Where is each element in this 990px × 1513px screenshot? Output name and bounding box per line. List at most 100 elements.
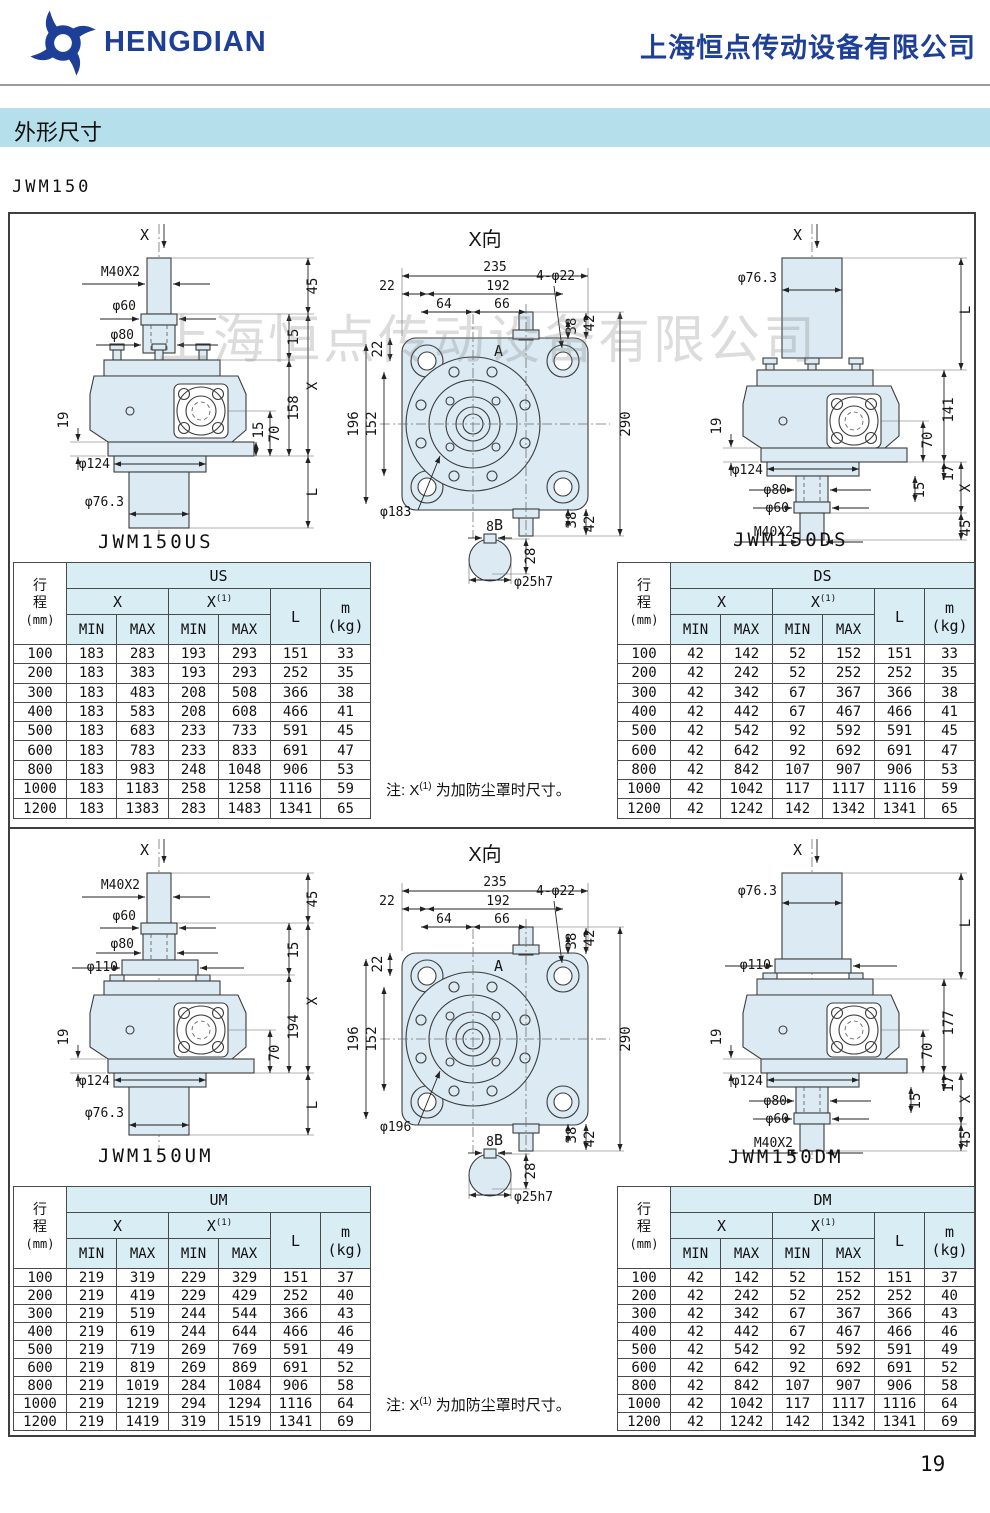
dim-label: 290 — [618, 411, 634, 436]
logo-center-hole — [54, 34, 72, 52]
ds-side-view-drawing: X φ76.3 19 — [709, 224, 974, 545]
table-cell: 269 — [168, 1358, 219, 1377]
table-cell: 219 — [66, 1394, 117, 1413]
table-cell: 342 — [720, 1304, 773, 1323]
table-cell: 319 — [168, 1412, 219, 1431]
table-cell: 542 — [720, 1340, 773, 1359]
dim-label: 22 — [379, 894, 395, 909]
table-cell: 42 — [670, 1412, 721, 1431]
table-cell: 1117 — [822, 1394, 875, 1413]
table-cell: 183 — [66, 779, 117, 800]
table-cell: 252 — [270, 1286, 321, 1305]
table-cell: 367 — [822, 1304, 875, 1323]
dim-label: φ25h7 — [514, 1190, 553, 1205]
dim-label: 45 — [958, 1131, 974, 1148]
dim-label: L — [958, 306, 974, 314]
jack-body — [742, 257, 908, 541]
col-x1: X(1) — [772, 1212, 875, 1239]
table-row: 800 42 842 107 907 906 58 — [617, 1376, 976, 1395]
table-cell: 419 — [116, 1286, 169, 1305]
table-cell: 233 — [168, 740, 219, 761]
right-dimensions: 45 15 X 194 70 L — [171, 872, 321, 1136]
dim-label: 28 — [523, 548, 539, 565]
table-cell: 683 — [116, 721, 169, 742]
table-cell: 692 — [822, 1358, 875, 1377]
table-cell: 1341 — [270, 1412, 321, 1431]
table-cell: 46 — [319, 1322, 372, 1341]
drawing-caption-um: JWM150UM — [98, 1145, 214, 1167]
table-cell: 608 — [218, 701, 271, 723]
col-min: MIN — [772, 614, 823, 645]
table-cell: 467 — [822, 1322, 875, 1341]
table-cell: 252 — [270, 663, 321, 684]
dim-label: φ80 — [111, 937, 134, 952]
table-cell: 142 — [720, 1268, 773, 1287]
left-dimensions: M40X2 φ60 φ80 19 φ124 φ76.3 — [56, 265, 218, 517]
table-cell: 42 — [670, 798, 721, 819]
stroke-header: 行程 (mm) — [13, 1186, 67, 1269]
col-x: X — [670, 588, 773, 615]
table-cell: 1116 — [270, 779, 321, 800]
footnote-1: 注: X(1) 为加防尘罩时尺寸。 — [386, 781, 571, 799]
col-min: MIN — [66, 1238, 117, 1269]
table-cell: 40 — [319, 1286, 372, 1305]
table-cell: 329 — [218, 1268, 271, 1287]
table-row: 500 42 542 92 592 591 45 — [617, 721, 976, 742]
table-cell: 1000 — [617, 779, 671, 800]
dim-label: 45 — [958, 520, 974, 537]
table-cell: 500 — [617, 721, 671, 742]
us-dimension-table: 行程 (mm) US X X(1) L m (kg) MIN MAX MIN MAX… — [13, 562, 372, 819]
table-cell: 1117 — [822, 779, 875, 800]
col-min: MIN — [168, 614, 219, 645]
table-cell: 442 — [720, 1322, 773, 1341]
table-cell: 33 — [923, 643, 976, 665]
table-cell: 293 — [218, 643, 271, 665]
dim-label: 28 — [523, 1163, 539, 1180]
dim-label: 38 — [564, 318, 580, 335]
shaft-end-detail: 8 28 φ25h7 — [468, 520, 553, 590]
dim-label: φ124 — [79, 457, 110, 472]
table-cell: 151 — [270, 1268, 321, 1287]
dimensions: 235 192 22 64 66 4-φ22 22 196 152 290 38… — [346, 260, 634, 537]
table-row: 500 42 542 92 592 591 49 — [617, 1340, 976, 1359]
axis-label: X — [140, 226, 149, 244]
table-cell: 100 — [13, 1268, 67, 1287]
col-max: MAX — [116, 614, 169, 645]
table-cell: 1342 — [822, 798, 875, 819]
table-cell: 42 — [670, 1376, 721, 1395]
um-side-view-drawing: X M40X2 φ60 φ80 — [56, 839, 321, 1159]
table-cell: 117 — [772, 779, 823, 800]
dim-label: X — [305, 381, 321, 390]
dim-label: X — [958, 483, 974, 492]
table-row: 600 42 642 92 692 691 52 — [617, 1358, 976, 1377]
table-row: 1200 42 1242 142 1342 1341 65 — [617, 798, 976, 819]
table-cell: 600 — [13, 1358, 67, 1377]
table-cell: 69 — [923, 1412, 976, 1431]
table-cell: 41 — [319, 701, 372, 723]
section1-frame — [8, 212, 976, 827]
table-cell: 183 — [66, 798, 117, 819]
table-cell: 38 — [319, 682, 372, 703]
table-cell: 907 — [822, 1376, 875, 1395]
dim-label: 235 — [483, 260, 506, 275]
table-cell: 544 — [218, 1304, 271, 1323]
table-cell: 800 — [617, 1376, 671, 1395]
dim-label: 4-φ22 — [536, 884, 575, 899]
table-cell: 833 — [218, 740, 271, 761]
table-row: 1200 42 1242 142 1342 1341 69 — [617, 1412, 976, 1431]
table-cell: 42 — [670, 1286, 721, 1305]
dim-label: 19 — [709, 1029, 725, 1046]
table-cell: 244 — [168, 1304, 219, 1323]
table-cell: 1341 — [874, 798, 925, 819]
x-view-drawing-1: X向 235 — [346, 228, 634, 590]
table-cell: 1342 — [822, 1412, 875, 1431]
table-cell: 906 — [270, 759, 321, 781]
table-row: 100 183 283 193 293 151 33 — [13, 643, 372, 665]
dim-label: 8 — [486, 520, 494, 535]
table-cell: 42 — [670, 721, 721, 742]
dim-label: M40X2 — [101, 265, 140, 280]
table-cell: 1116 — [874, 1394, 925, 1413]
col-m: m (kg) — [923, 1212, 976, 1269]
table-row: 100 219 319 229 329 151 37 — [13, 1268, 372, 1287]
dim-label: 192 — [486, 279, 509, 294]
